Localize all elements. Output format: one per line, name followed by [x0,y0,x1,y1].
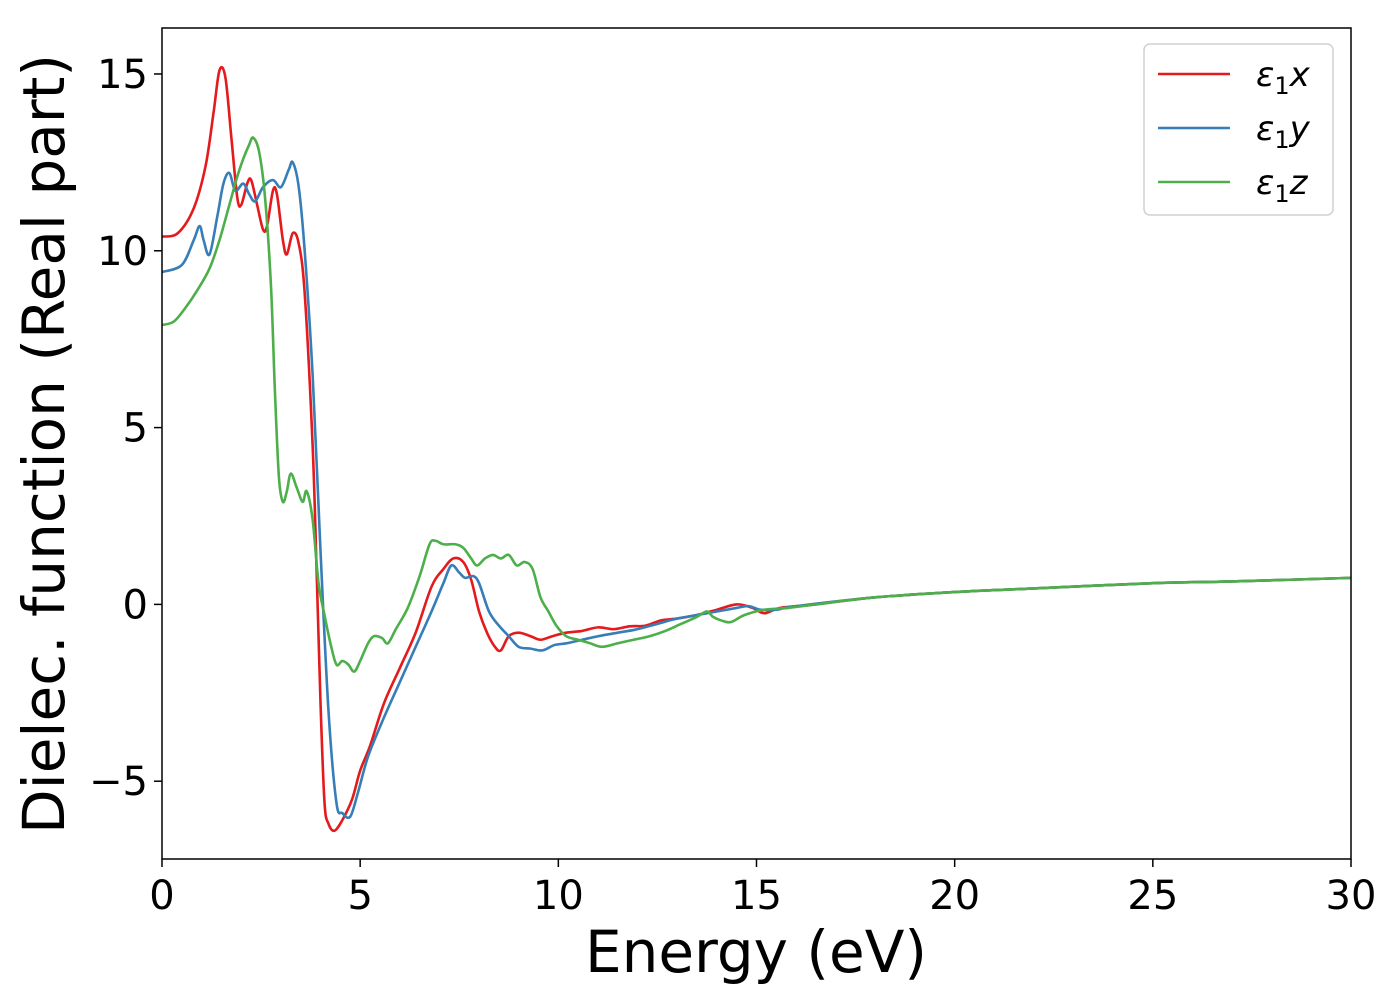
legend: ε1x ε1y ε1z [1143,43,1334,216]
series-line-y [162,160,1351,820]
x-tick-label: 25 [1127,873,1178,919]
x-tick-label: 10 [533,873,584,919]
x-tick-label: 0 [149,873,174,919]
legend-label-z: ε1z [1256,163,1309,208]
y-axis-ticks: −5 0 5 10 15 [89,52,162,805]
y-tick-label: 0 [123,582,148,628]
series-lines [162,65,1351,833]
y-tick-label: 15 [97,52,148,98]
y-tick-label: 10 [97,229,148,275]
x-axis-ticks: 0 5 10 15 20 25 30 [149,859,1376,919]
x-tick-label: 20 [929,873,980,919]
y-tick-label: 5 [123,406,148,452]
y-axis-title: Dielec. function (Real part) [10,54,78,834]
y-tick-label: −5 [89,759,148,805]
x-axis-title: Energy (eV) [585,918,927,986]
x-tick-label: 5 [347,873,372,919]
legend-box [1143,43,1334,216]
x-tick-label: 30 [1326,873,1377,919]
series-line-x [162,65,1351,833]
legend-label-y: ε1y [1256,109,1311,154]
x-tick-label: 15 [731,873,782,919]
series-line-z [162,136,1351,673]
legend-label-x: ε1x [1256,55,1311,100]
